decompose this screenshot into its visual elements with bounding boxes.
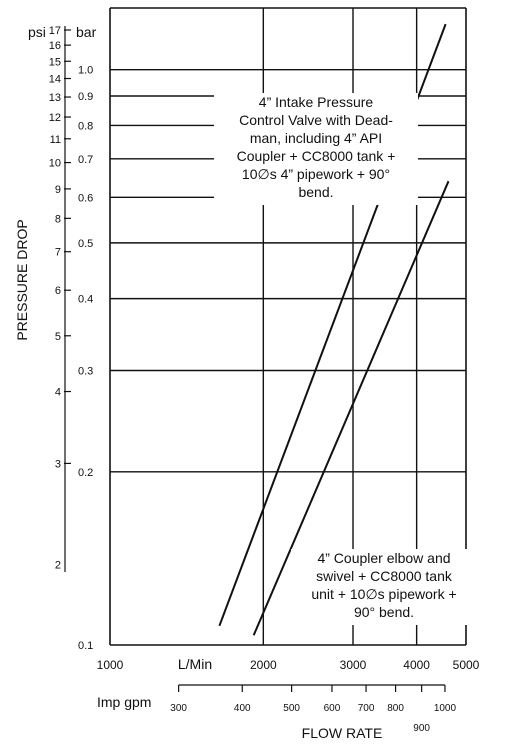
bar-tick-label: 1.0: [78, 65, 93, 77]
psi-tick-label: 10: [49, 158, 61, 170]
psi-tick-label: 9: [55, 184, 61, 196]
x-axis-ticks: 1000 2000 3000 4000 5000: [97, 658, 480, 672]
x-unit-lmin: L/Min: [178, 656, 212, 672]
psi-tick-label: 12: [49, 112, 61, 124]
psi-tick-label: 8: [55, 213, 61, 225]
gpm-tick-label: 800: [387, 703, 404, 714]
annotation-line: 4” Coupler elbow and: [317, 550, 450, 566]
y-axis-title: PRESSURE DROP: [14, 219, 30, 340]
psi-tick-label: 7: [55, 247, 61, 259]
annotation-line: unit + 10∅s pipework +: [311, 586, 456, 602]
bar-axis-labels: 1.0 0.9 0.8 0.7 0.6 0.5 0.4 0.3 0.2 0.1: [78, 65, 93, 652]
annotation-line: 4” Intake Pressure: [259, 94, 374, 110]
psi-tick-label: 3: [55, 458, 61, 470]
bar-tick-label: 0.2: [78, 467, 93, 479]
annotation-line: bend.: [298, 184, 333, 200]
gpm-tick-label: 900: [413, 723, 430, 734]
plot-frame: [109, 7, 467, 646]
psi-tick-label: 15: [49, 56, 61, 68]
psi-tick-label: 16: [49, 40, 61, 52]
series-line-2: [252, 180, 450, 636]
gpm-tick-label: 400: [234, 703, 251, 714]
x-tick-label: 3000: [340, 658, 367, 672]
annotation-line: 10∅s 4” pipework + 90°: [242, 166, 390, 182]
psi-axis: 17 16 15 14 13 12 11 10 9 8 7 6 5 4 3 2: [49, 25, 71, 572]
x-tick-label: 2000: [250, 658, 277, 672]
annotation-line: 90° bend.: [354, 604, 414, 620]
annotations: 4” Intake Pressure Control Valve with Dea…: [214, 93, 477, 625]
gpm-tick-label: 500: [283, 703, 300, 714]
x-axis-title: FLOW RATE: [302, 725, 383, 741]
psi-unit-label: psi: [28, 24, 46, 40]
bar-tick-label: 0.4: [78, 294, 93, 306]
bar-tick-label: 0.3: [78, 366, 93, 378]
psi-tick-label: 13: [49, 92, 61, 104]
psi-tick-label: 4: [55, 387, 61, 399]
gpm-tick-label: 600: [324, 703, 341, 714]
x-tick-label: 1000: [97, 658, 124, 672]
bar-tick-label: 0.8: [78, 120, 93, 132]
x-tick-label: 5000: [453, 658, 480, 672]
gpm-tick-label: 700: [358, 703, 375, 714]
gpm-axis: 300 400 500 600 700 800 900 1000: [170, 684, 457, 734]
annotation-line: Control Valve with Dead-: [239, 112, 393, 128]
annotation-line: swivel + CC8000 tank: [316, 568, 453, 584]
annotation-bg: [291, 549, 477, 625]
psi-tick-label: 14: [49, 74, 61, 86]
gpm-tick-label: 300: [170, 703, 187, 714]
psi-tick-label: 6: [55, 285, 61, 297]
bar-tick-label: 0.5: [78, 238, 93, 250]
bar-unit-label: bar: [76, 24, 97, 40]
psi-tick-label: 11: [50, 134, 61, 146]
bar-tick-label: 0.1: [78, 640, 93, 652]
bar-tick-label: 0.7: [78, 154, 93, 166]
bar-tick-label: 0.6: [78, 192, 93, 204]
annotation-bg: [214, 93, 418, 205]
annotation-line: Coupler + CC8000 tank +: [237, 148, 396, 164]
x-tick-label: 4000: [403, 658, 430, 672]
gpm-tick-label: 1000: [434, 703, 457, 714]
bar-tick-label: 0.9: [78, 91, 93, 103]
psi-tick-label: 2: [55, 560, 61, 572]
x-unit-gpm: Imp gpm: [97, 694, 151, 710]
annotation-line: man, including 4” API: [250, 130, 382, 146]
psi-tick-label: 5: [55, 331, 61, 343]
psi-tick-label: 17: [49, 25, 61, 37]
